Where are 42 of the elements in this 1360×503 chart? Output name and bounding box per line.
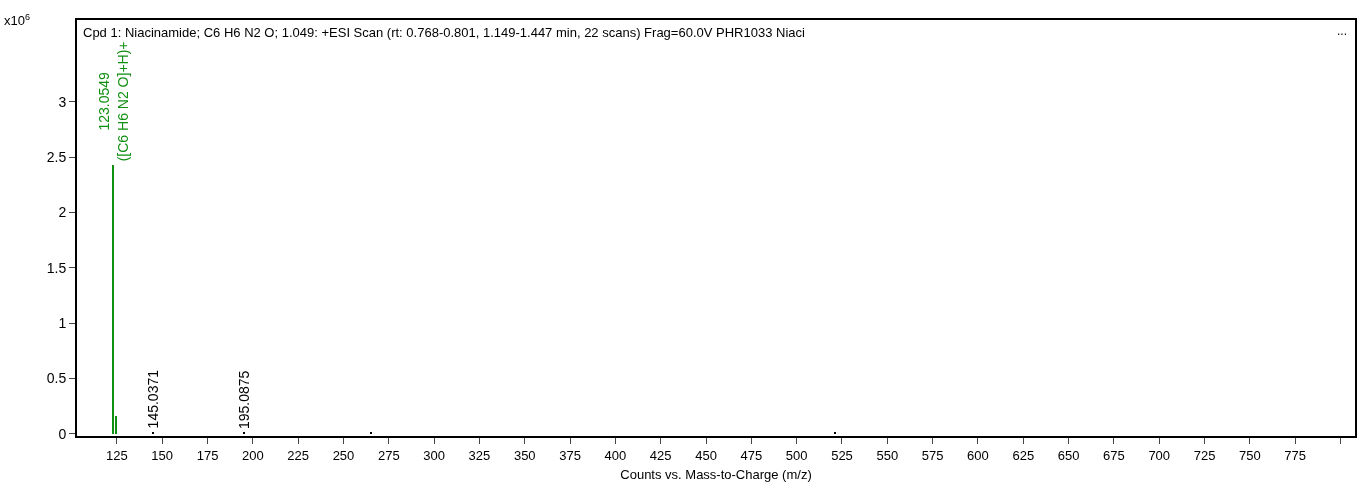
y-tick-label: 3	[58, 93, 67, 110]
x-tick-label: 325	[468, 447, 491, 463]
y-tick-label: 2.5	[46, 149, 67, 166]
x-tick-label: 775	[1284, 447, 1307, 463]
x-tick-label: 225	[287, 447, 310, 463]
x-tick-label: 425	[649, 447, 672, 463]
x-tick-label: 275	[377, 447, 400, 463]
x-tick-label: 450	[695, 447, 717, 463]
y-tick-label: 1	[58, 315, 67, 332]
y-axis-title: x10$^{6}$	[4, 12, 31, 29]
y-tick-label: 0.5	[46, 370, 67, 387]
x-tick-label: 525	[831, 447, 853, 463]
y-tick-label: 0	[58, 425, 67, 442]
x-tick-label: 125	[106, 447, 128, 463]
x-tick-label: 500	[785, 447, 808, 463]
x-tick-label: 550	[876, 447, 899, 463]
annotation: ...	[1337, 24, 1348, 38]
annotation: 195.0875	[235, 370, 252, 430]
x-tick-label: 650	[1057, 447, 1080, 463]
x-axis-title: Counts vs. Mass-to-Charge (m/z)	[620, 466, 812, 482]
x-tick-label: 600	[967, 447, 989, 463]
x-tick-label: 175	[196, 447, 219, 463]
x-tick-label: 675	[1103, 447, 1125, 463]
bar	[112, 165, 114, 434]
x-tick-label: 700	[1148, 447, 1171, 463]
x-tick-label: 350	[513, 447, 536, 463]
x-tick-label: 625	[1012, 447, 1035, 463]
x-tick-label: 250	[332, 447, 355, 463]
y-tick-label: 1.5	[46, 259, 67, 276]
x-tick-label: 200	[241, 447, 264, 463]
x-tick-label: 575	[921, 447, 944, 463]
x-tick-label: 750	[1239, 447, 1261, 463]
annotation: 145.0371	[145, 369, 162, 429]
x-tick-label: 150	[151, 447, 174, 463]
x-tick-label: 400	[604, 447, 627, 463]
x-tick-label: 375	[559, 447, 581, 463]
x-tick-label: 475	[740, 447, 763, 463]
y-tick-label: 2	[58, 204, 67, 221]
annotation: 123.0549 ([C6 H6 N2 O]+H)+	[96, 41, 131, 162]
chart-title: Cpd 1: Niacinamide; C6 H6 N2 O; 1.049: +ESI Scan (rt: 0.768-0.801, 1.149-1.447 min, 22 scans) Frag=60.0V PHR1033 Niaci	[83, 25, 805, 41]
x-tick-label: 300	[423, 447, 445, 463]
x-tick-label: 725	[1193, 447, 1216, 463]
